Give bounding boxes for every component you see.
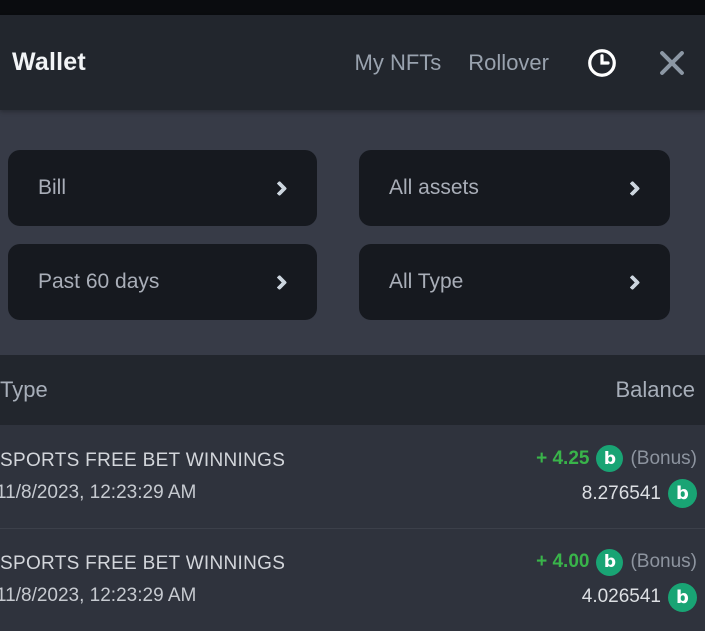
- tx-balance-amount: 4.026541: [581, 586, 661, 607]
- nav-my-nfts[interactable]: My NFTs: [354, 49, 442, 75]
- chevron-right-icon: [624, 274, 641, 290]
- tx-change-amount: + 4.00: [536, 551, 590, 572]
- nav-rollover[interactable]: Rollover: [468, 49, 549, 75]
- page-title: Wallet: [12, 48, 86, 76]
- filter-grid: Bill All assets Past 60 days All Type: [8, 150, 705, 320]
- transaction-list: SPORTS FREE BET WINNINGS 11/8/2023, 12:2…: [0, 425, 705, 631]
- filter-assets-label: All assets: [389, 176, 479, 199]
- filter-period-button[interactable]: Past 60 days: [8, 244, 317, 320]
- close-icon[interactable]: [655, 46, 689, 80]
- chevron-right-icon: [271, 274, 288, 290]
- tx-balance-amount: 8.276541: [581, 482, 661, 504]
- coin-icon: b: [668, 479, 697, 508]
- tx-bonus-tag: (Bonus): [630, 551, 697, 572]
- chevron-right-icon: [624, 180, 641, 196]
- tx-change-line: + 4.25 b (Bonus): [536, 445, 697, 472]
- filter-type-label: All Type: [389, 270, 464, 293]
- header-nav: My NFTs Rollover: [355, 46, 689, 80]
- filter-period-label: Past 60 days: [38, 270, 160, 293]
- coin-icon: b: [668, 582, 697, 612]
- wallet-header: Wallet My NFTs Rollover: [0, 15, 705, 110]
- coin-icon: b: [596, 548, 624, 576]
- chevron-right-icon: [271, 180, 288, 196]
- filter-bill-label: Bill: [38, 176, 67, 199]
- filter-type-button[interactable]: All Type: [359, 244, 670, 320]
- table-row[interactable]: SPORTS FREE BET WINNINGS 11/8/2023, 12:2…: [0, 528, 705, 631]
- column-type: Type: [0, 377, 48, 402]
- table-header: Type Balance: [0, 355, 705, 425]
- tx-change-line: + 4.00 b (Bonus): [536, 548, 697, 576]
- tx-balance-line: 8.276541 b: [582, 479, 697, 508]
- tx-info: SPORTS FREE BET WINNINGS 11/8/2023, 12:2…: [0, 450, 285, 504]
- filter-bill-button[interactable]: Bill: [8, 150, 317, 226]
- tx-datetime: 11/8/2023, 12:23:29 AM: [0, 585, 197, 606]
- tx-amounts: + 4.00 b (Bonus) 4.026541 b: [536, 548, 697, 612]
- top-strip: [0, 0, 705, 15]
- tx-change-amount: + 4.25: [536, 447, 590, 469]
- tx-info: SPORTS FREE BET WINNINGS 11/8/2023, 12:2…: [0, 553, 285, 607]
- coin-icon: b: [596, 445, 624, 472]
- tx-type: SPORTS FREE BET WINNINGS: [0, 449, 286, 471]
- tx-datetime: 11/8/2023, 12:23:29 AM: [0, 481, 197, 503]
- filters-section: Bill All assets Past 60 days All Type: [0, 110, 705, 355]
- history-clock-icon[interactable]: [586, 47, 618, 79]
- filter-assets-button[interactable]: All assets: [359, 150, 670, 226]
- column-balance: Balance: [615, 377, 695, 402]
- tx-bonus-tag: (Bonus): [630, 447, 697, 469]
- tx-balance-line: 4.026541 b: [581, 582, 697, 612]
- table-row[interactable]: SPORTS FREE BET WINNINGS 11/8/2023, 12:2…: [0, 425, 705, 528]
- tx-type: SPORTS FREE BET WINNINGS: [0, 553, 286, 574]
- tx-amounts: + 4.25 b (Bonus) 8.276541 b: [536, 445, 697, 508]
